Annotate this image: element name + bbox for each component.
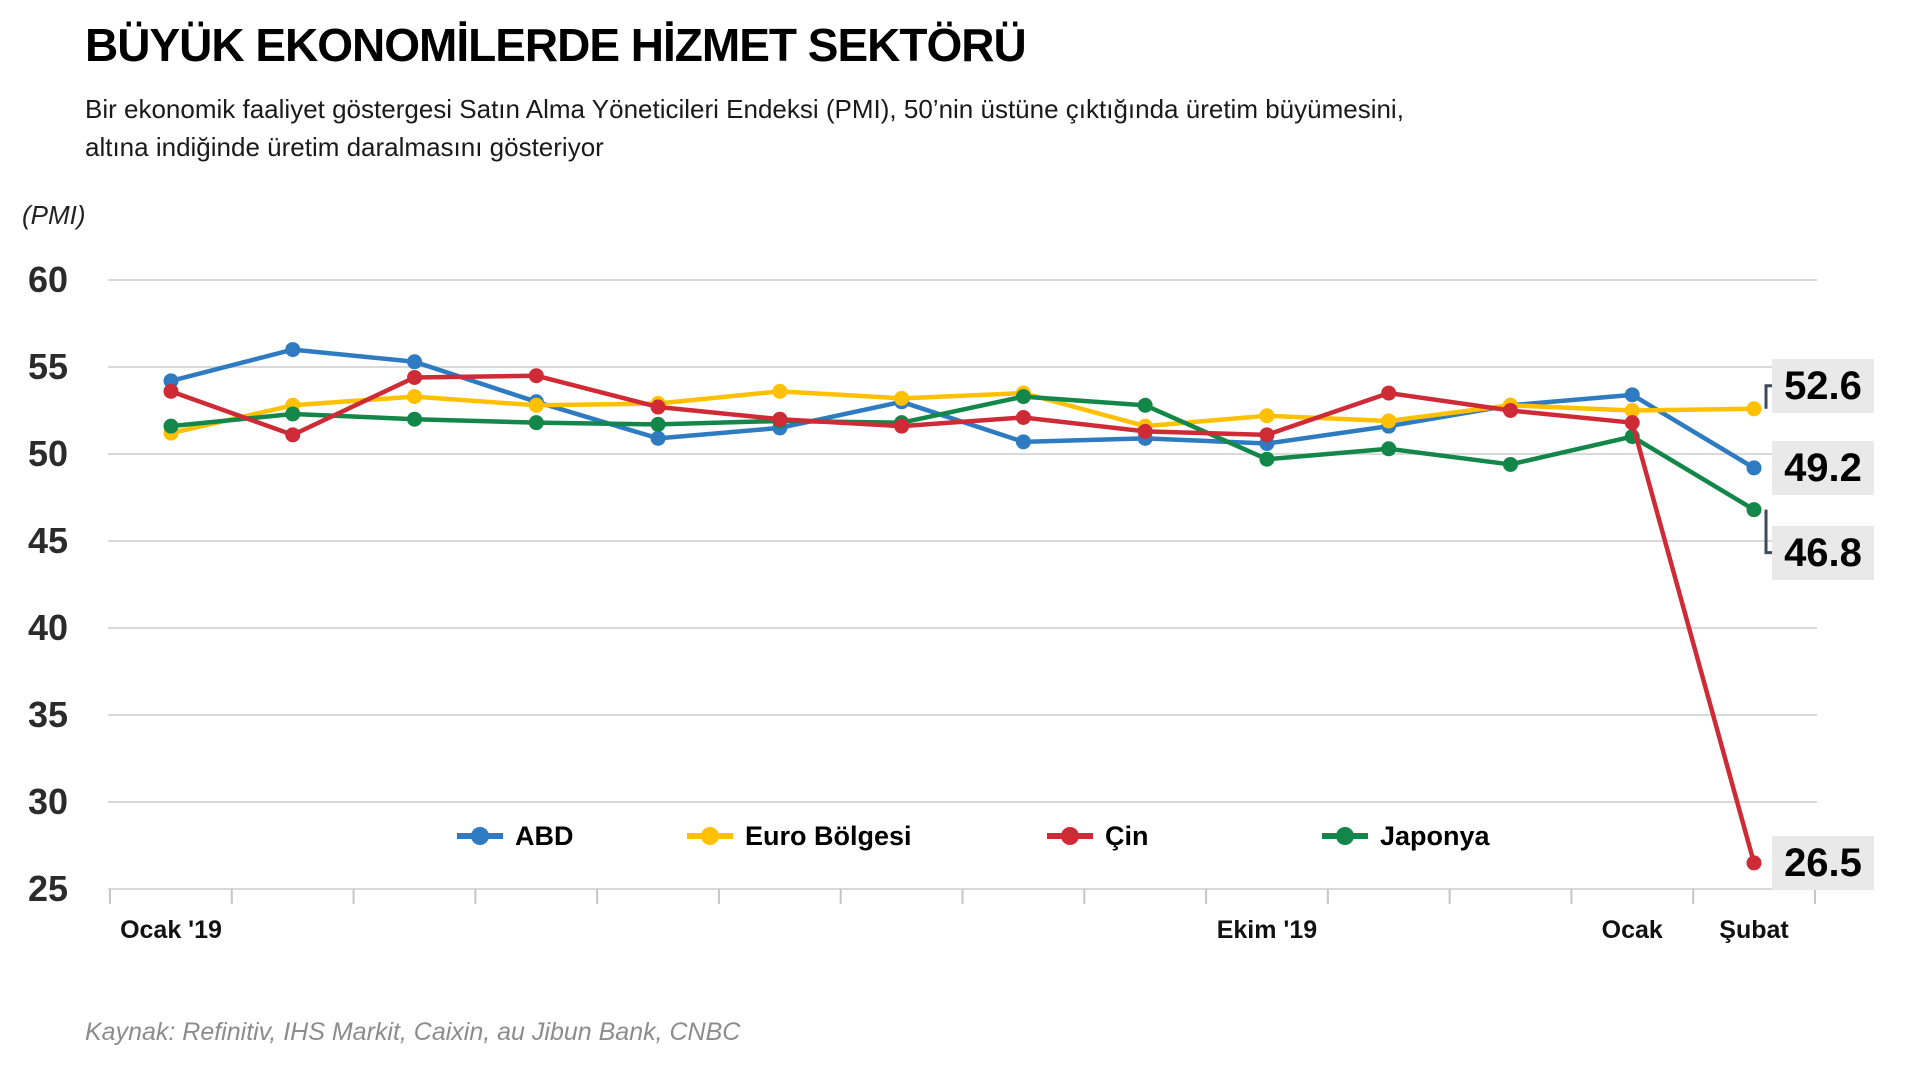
data-point <box>163 418 179 434</box>
y-axis-tick-label: 40 <box>27 607 68 648</box>
data-point <box>528 415 544 431</box>
end-value-label: 49.2 <box>1772 440 1874 495</box>
data-point <box>528 397 544 413</box>
chart-subtitle-line2: altına indiğinde üretim daralmasını göst… <box>85 132 604 162</box>
data-point <box>1137 397 1153 413</box>
legend-item: ABD <box>455 818 574 854</box>
series-line <box>163 389 1762 518</box>
legend-item: Japonya <box>1320 818 1490 854</box>
chart-subtitle-line1: Bir ekonomik faaliyet göstergesi Satın A… <box>85 94 1404 124</box>
data-point <box>1015 434 1031 450</box>
legend-item: Euro Bölgesi <box>685 818 912 854</box>
line-marker-icon <box>457 827 503 845</box>
data-point <box>1746 855 1762 871</box>
gridlines <box>108 279 1817 890</box>
data-point <box>407 411 423 427</box>
legend-item-label: ABD <box>515 820 574 851</box>
chart-legend: ABD Euro Bölgesi Çin Japonya <box>0 818 1910 854</box>
legend-item: Çin <box>1045 818 1149 854</box>
legend-item-label: Euro Bölgesi <box>745 820 912 851</box>
y-axis-tick-label: 60 <box>27 259 68 300</box>
data-point <box>163 383 179 399</box>
line-marker-icon <box>1047 827 1093 845</box>
data-point <box>650 430 666 446</box>
data-point <box>772 383 788 399</box>
data-point <box>1015 409 1031 425</box>
series-line <box>163 368 1762 871</box>
line-marker-icon <box>687 827 733 845</box>
data-point <box>1746 502 1762 518</box>
end-value-label: 46.8 <box>1772 525 1874 580</box>
data-point <box>1624 415 1640 431</box>
y-axis-tick-label: 30 <box>27 781 68 822</box>
label-connectors <box>1764 384 1774 555</box>
data-point <box>894 418 910 434</box>
data-point <box>1015 389 1031 405</box>
data-point <box>772 411 788 427</box>
data-point <box>1746 401 1762 417</box>
data-point <box>1381 413 1397 429</box>
y-axis-tick-label: 45 <box>27 520 68 561</box>
y-axis-tick-label: 55 <box>27 346 68 387</box>
data-point <box>1259 451 1275 467</box>
y-axis-unit-label: (PMI) <box>22 200 86 230</box>
data-point <box>163 373 179 389</box>
end-value-label: 52.6 <box>1772 358 1874 413</box>
data-point <box>1259 408 1275 424</box>
legend-item-label: Çin <box>1105 820 1149 851</box>
data-point <box>1746 460 1762 476</box>
data-point <box>285 427 301 443</box>
chart-subtitle: Bir ekonomik faaliyet göstergesi Satın A… <box>85 90 1404 166</box>
legend-item-label: Japonya <box>1380 820 1490 851</box>
y-axis-tick-label: 50 <box>27 433 68 474</box>
data-point <box>650 416 666 432</box>
page-title: BÜYÜK EKONOMİLERDE HİZMET SEKTÖRÜ <box>85 19 1027 71</box>
data-point <box>894 390 910 406</box>
data-point <box>1624 387 1640 403</box>
data-point <box>528 368 544 384</box>
data-point <box>407 354 423 370</box>
end-value-label: 26.5 <box>1772 835 1874 890</box>
line-marker-icon <box>1322 827 1368 845</box>
x-axis-tick-label: Ocak '19 <box>120 916 222 944</box>
data-point <box>1502 456 1518 472</box>
data-point <box>1137 423 1153 439</box>
x-axis-tick-label: Ekim '19 <box>1216 916 1318 944</box>
data-point <box>650 399 666 415</box>
data-point <box>1381 385 1397 401</box>
source-note: Kaynak: Refinitiv, IHS Markit, Caixin, a… <box>85 1018 741 1046</box>
data-point <box>285 342 301 358</box>
data-point <box>407 369 423 385</box>
data-point <box>1259 427 1275 443</box>
x-axis-ticks <box>109 889 1816 904</box>
data-point <box>285 406 301 422</box>
y-axis-tick-label: 25 <box>27 868 68 909</box>
data-point <box>1381 441 1397 457</box>
y-axis-tick-label: 35 <box>27 694 68 735</box>
data-point <box>407 389 423 405</box>
x-axis-tick-label: Ocak <box>1601 916 1663 944</box>
data-point <box>1624 403 1640 418</box>
data-point <box>1502 403 1518 418</box>
x-axis-tick-label: Şubat <box>1719 916 1789 944</box>
